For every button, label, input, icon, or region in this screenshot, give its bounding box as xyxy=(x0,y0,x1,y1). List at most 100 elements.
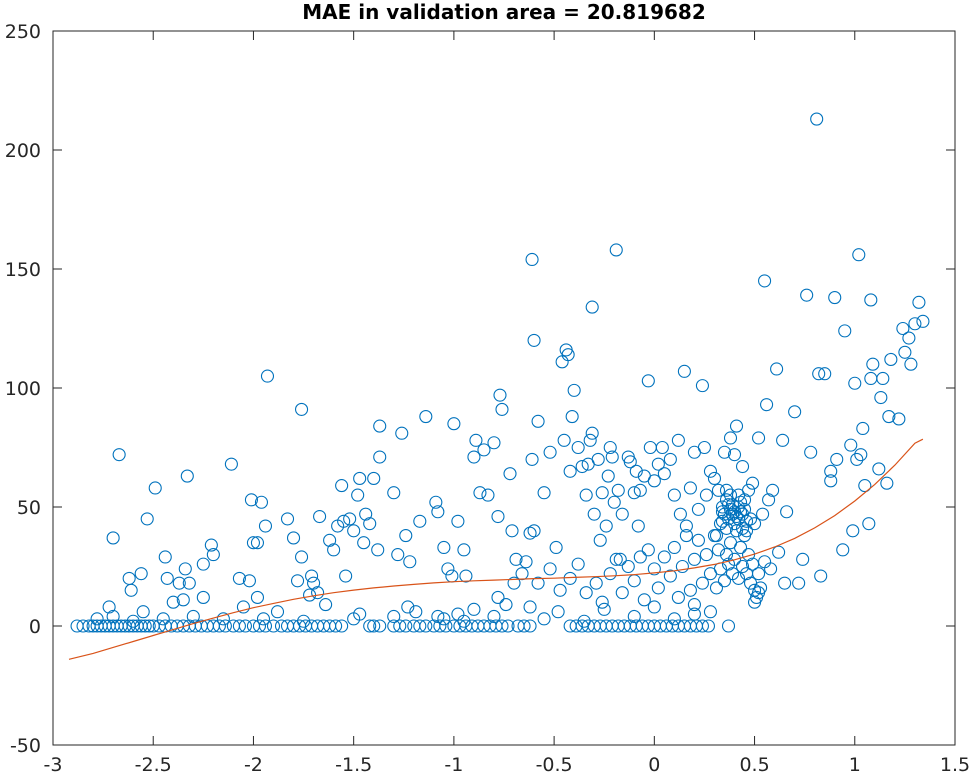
data-point xyxy=(387,486,401,500)
axes: -3 -2.5 -2 -1.5 -1 -0.5 0 0.5 1 1.5 -50 0 50 100 150 20… xyxy=(5,21,970,776)
data-point xyxy=(876,371,890,386)
data-point xyxy=(204,538,218,552)
data-point xyxy=(250,536,265,550)
data-point xyxy=(605,450,619,464)
data-point xyxy=(752,431,766,445)
data-point xyxy=(655,440,669,455)
data-point xyxy=(585,300,599,314)
data-point xyxy=(735,459,750,474)
data-point xyxy=(752,567,766,581)
data-point xyxy=(481,488,495,502)
data-point xyxy=(353,471,367,485)
data-point xyxy=(563,464,577,478)
data-point xyxy=(629,464,643,478)
data-point xyxy=(347,524,361,538)
data-point xyxy=(134,567,148,581)
data-point xyxy=(597,602,611,616)
data-point xyxy=(557,433,571,447)
data-point xyxy=(561,348,575,362)
data-point xyxy=(902,331,916,345)
data-point xyxy=(487,609,501,624)
data-point xyxy=(112,448,126,462)
data-point xyxy=(589,576,603,590)
data-point xyxy=(657,550,671,564)
data-point xyxy=(519,555,533,569)
data-point xyxy=(675,559,689,574)
data-point xyxy=(431,505,445,519)
data-point xyxy=(703,464,718,478)
data-point xyxy=(691,533,705,547)
data-point xyxy=(563,571,577,585)
data-point xyxy=(467,602,481,616)
data-point xyxy=(138,619,152,633)
data-point xyxy=(623,455,637,469)
data-point xyxy=(667,612,681,626)
data-point xyxy=(509,552,523,566)
data-point xyxy=(864,293,878,307)
data-point xyxy=(186,609,200,624)
x-tick-label: 1 xyxy=(849,754,861,776)
data-point xyxy=(501,619,515,633)
data-point xyxy=(525,252,539,267)
data-point xyxy=(172,576,186,590)
data-point xyxy=(495,619,509,633)
data-point xyxy=(549,540,563,555)
data-point xyxy=(828,291,842,305)
data-point xyxy=(437,540,451,555)
x-tick-label: -2.5 xyxy=(135,754,172,776)
data-point xyxy=(258,619,273,633)
data-point xyxy=(679,519,693,533)
data-point xyxy=(305,569,319,583)
data-point xyxy=(555,355,569,369)
data-point xyxy=(371,543,385,557)
data-point xyxy=(359,507,373,521)
data-point xyxy=(599,519,613,533)
data-point xyxy=(537,612,551,626)
data-point xyxy=(297,614,311,628)
data-point xyxy=(319,598,333,612)
data-point xyxy=(399,619,413,633)
scatter-series xyxy=(70,112,930,633)
data-point xyxy=(531,576,545,590)
data-point xyxy=(627,486,641,500)
data-point xyxy=(748,517,762,531)
data-point xyxy=(585,426,599,440)
data-point xyxy=(280,512,295,526)
data-point xyxy=(912,295,926,309)
data-point xyxy=(531,414,545,428)
data-point xyxy=(892,412,906,426)
data-point xyxy=(723,488,738,502)
data-point xyxy=(852,248,866,262)
data-point xyxy=(615,507,629,521)
data-point xyxy=(429,495,443,509)
data-point xyxy=(577,614,591,628)
data-point xyxy=(663,569,677,583)
data-point xyxy=(507,576,521,590)
data-point xyxy=(252,619,267,633)
data-point xyxy=(180,469,194,483)
data-point xyxy=(254,495,269,509)
data-point xyxy=(637,593,651,607)
data-point xyxy=(401,600,415,614)
data-point xyxy=(258,519,273,533)
data-point xyxy=(896,321,910,336)
data-point xyxy=(419,619,433,633)
data-point xyxy=(395,426,409,440)
fit-curve xyxy=(68,438,924,660)
data-point xyxy=(766,483,780,497)
data-point xyxy=(393,619,407,633)
data-point xyxy=(286,531,301,545)
data-point xyxy=(499,598,513,612)
data-point xyxy=(517,619,531,633)
data-point xyxy=(854,448,868,462)
data-point xyxy=(242,574,256,588)
data-point xyxy=(445,569,459,583)
data-point xyxy=(216,612,230,626)
data-point xyxy=(717,574,732,588)
data-point xyxy=(615,586,629,600)
data-point xyxy=(707,529,722,543)
data-point xyxy=(760,398,774,412)
data-point xyxy=(601,469,615,483)
data-point xyxy=(595,486,609,500)
data-point xyxy=(657,467,671,481)
